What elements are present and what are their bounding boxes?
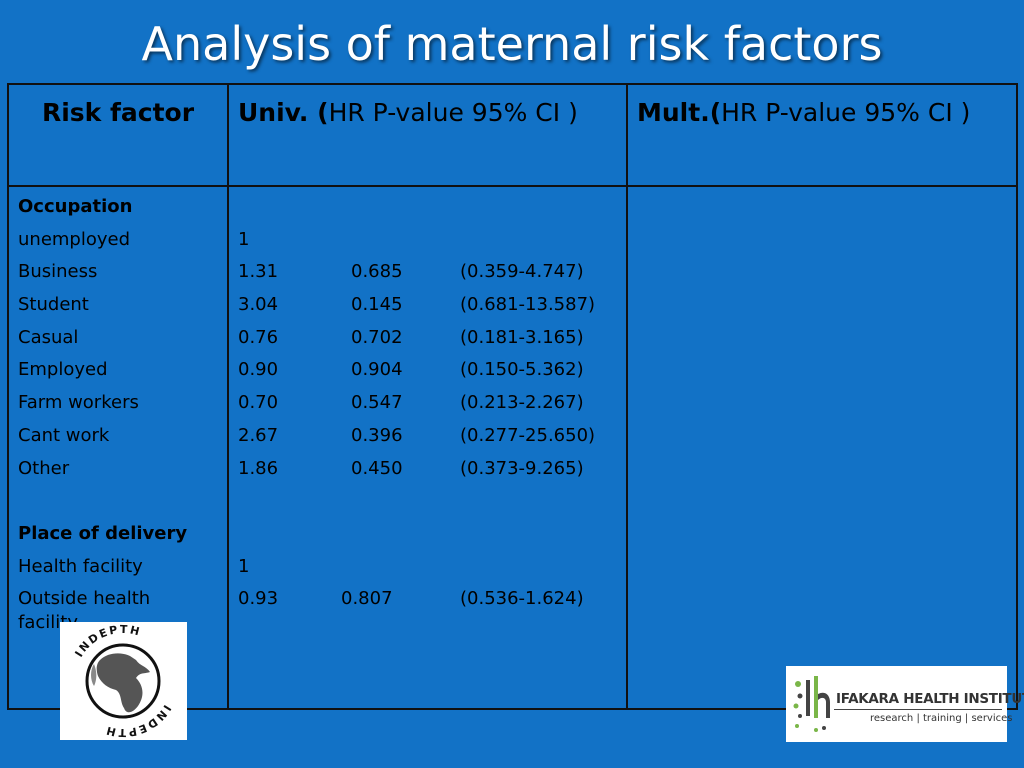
ci-value: (0.536-1.624): [460, 588, 584, 610]
header-univariate: Univ. (HR P-value 95% CI ): [238, 97, 578, 129]
ci-value: (0.150-5.362): [460, 359, 584, 381]
hr-value: 0.70: [238, 392, 279, 414]
table-row: 1.31 0.685 (0.359-4.747): [238, 256, 628, 289]
spacer-row: [238, 518, 628, 551]
header-multivariate-bold: Mult.(: [637, 98, 722, 127]
header-univariate-rest: HR P-value 95% CI ): [328, 98, 578, 127]
hr-value: 3.04: [238, 294, 279, 316]
ifakara-logo-mark: [793, 676, 830, 732]
risk-factor-column: Occupation unemployed Business Student C…: [18, 191, 218, 634]
table-row: 1.86 0.450 (0.373-9.265): [238, 453, 628, 486]
ifakara-logo-tagline: research | training | services: [870, 713, 1013, 724]
hr-value: 0.90: [238, 359, 279, 381]
table-row: 0.70 0.547 (0.213-2.267): [238, 387, 628, 420]
p-value: 0.145: [351, 294, 403, 316]
ci-value: (0.213-2.267): [460, 392, 584, 414]
header-multivariate-rest: HR P-value 95% CI ): [721, 98, 971, 127]
header-univariate-bold: Univ. (: [238, 98, 329, 127]
ifakara-logo-name: IFAKARA HEALTH INSTITUTE: [836, 691, 1024, 707]
table-row: 3.04 0.145 (0.681-13.587): [238, 289, 628, 322]
factor-label: Cant work: [18, 424, 110, 446]
p-value: 0.807: [341, 588, 393, 610]
header-risk-factor: Risk factor: [41, 98, 195, 127]
factor-label: unemployed: [18, 228, 131, 250]
risk-factor-table: Risk factor Univ. (HR P-value 95% CI ) M…: [7, 83, 1018, 710]
factor-label: Business: [18, 261, 98, 283]
p-value: 0.685: [351, 261, 403, 283]
ci-value: (0.181-3.165): [460, 326, 584, 348]
spacer-row: [238, 485, 628, 518]
factor-label: Other: [18, 457, 70, 479]
factor-label: Casual: [18, 326, 79, 348]
ifakara-logo-divider: [834, 709, 1002, 710]
hr-value: 0.76: [238, 326, 279, 348]
ci-value: (0.277-25.650): [460, 424, 596, 446]
factor-label: Health facility: [18, 555, 143, 577]
table-row: 0.93 0.807 (0.536-1.624): [238, 583, 628, 616]
p-value: 0.547: [351, 392, 403, 414]
section-label-occupation: Occupation: [18, 196, 133, 217]
p-value: 0.450: [351, 457, 403, 479]
header-divider: [9, 185, 1016, 187]
table-row: 0.90 0.904 (0.150-5.362): [238, 354, 628, 387]
spacer-row: [18, 485, 218, 518]
hr-value: 1.86: [238, 457, 279, 479]
table-row: 0.76 0.702 (0.181-3.165): [238, 322, 628, 355]
p-value: 0.904: [351, 359, 403, 381]
univariate-column: 1 1.31 0.685 (0.359-4.747) 3.04 0.145 (0.681…: [238, 191, 628, 616]
factor-label: Student: [18, 294, 89, 316]
hr-value: 1: [238, 228, 250, 250]
p-value: 0.396: [351, 424, 403, 446]
indepth-logo-image: INDEPTH INDEPTH: [72, 623, 171, 739]
indepth-logo: INDEPTH INDEPTH: [60, 622, 187, 740]
ifakara-logo: IFAKARA HEALTH INSTITUTE research | trai…: [786, 666, 1024, 742]
factor-label: Outside health facility: [18, 588, 151, 634]
ci-value: (0.681-13.587): [460, 294, 596, 316]
table-row: 2.67 0.396 (0.277-25.650): [238, 420, 628, 453]
factor-label: Farm workers: [18, 392, 139, 414]
column-divider: [626, 85, 628, 708]
column-divider: [227, 85, 229, 708]
factor-label: Employed: [18, 359, 108, 381]
header-multivariate: Mult.(HR P-value 95% CI ): [637, 97, 970, 129]
hr-value: 1.31: [238, 261, 279, 283]
section-label-delivery: Place of delivery: [18, 522, 188, 544]
slide-title: Analysis of maternal risk factors: [141, 17, 883, 71]
table-row: 1: [238, 551, 628, 584]
hr-value: 0.93: [238, 588, 279, 610]
ci-value: (0.373-9.265): [460, 457, 584, 479]
table-row: 1: [238, 224, 628, 257]
hr-value: 1: [238, 555, 250, 577]
hr-value: 2.67: [238, 424, 279, 446]
p-value: 0.702: [351, 326, 403, 348]
spacer-row: [238, 191, 628, 224]
ci-value: (0.359-4.747): [460, 261, 584, 283]
